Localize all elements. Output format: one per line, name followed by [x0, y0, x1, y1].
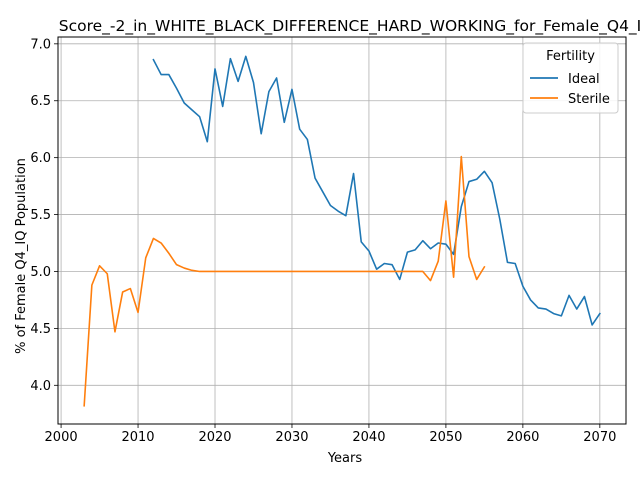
y-tick-label: 4.0	[30, 379, 51, 394]
x-tick-label: 2000	[45, 430, 78, 445]
x-tick-label: 2050	[429, 430, 462, 445]
x-tick-label: 2060	[506, 430, 539, 445]
y-tick-label: 6.0	[30, 151, 51, 166]
x-tick-label: 2010	[121, 430, 154, 445]
series-line-ideal	[152, 55, 601, 326]
axis-ticks: 2000 2010 2020 2030 2040 2050 2060 2070 4.0 4.5 5.…	[30, 37, 616, 445]
x-axis-label: Years	[327, 451, 363, 466]
legend: Fertility Ideal Sterile	[522, 42, 619, 114]
x-tick-label: 2070	[583, 430, 616, 445]
chart-title: Score_-2_in_WHITE_BLACK_DIFFERENCE_HARD_…	[59, 17, 640, 36]
plot-frame	[57, 36, 627, 425]
y-tick-label: 5.5	[30, 208, 51, 223]
x-tick-label: 2030	[275, 430, 308, 445]
legend-title: Fertility	[546, 49, 595, 64]
legend-label-sterile: Sterile	[568, 92, 610, 107]
x-tick-label: 2020	[198, 430, 231, 445]
y-tick-label: 5.0	[30, 265, 51, 280]
legend-label-ideal: Ideal	[568, 72, 600, 87]
y-tick-label: 6.5	[30, 94, 51, 109]
legend-box	[522, 42, 619, 114]
y-axis-label: % of Female Q4_IQ Population	[14, 158, 29, 354]
y-tick-label: 7.0	[30, 37, 51, 52]
series-lines	[83, 55, 601, 407]
series-line-sterile	[83, 155, 486, 407]
y-tick-label: 4.5	[30, 322, 51, 337]
x-tick-label: 2040	[352, 430, 385, 445]
